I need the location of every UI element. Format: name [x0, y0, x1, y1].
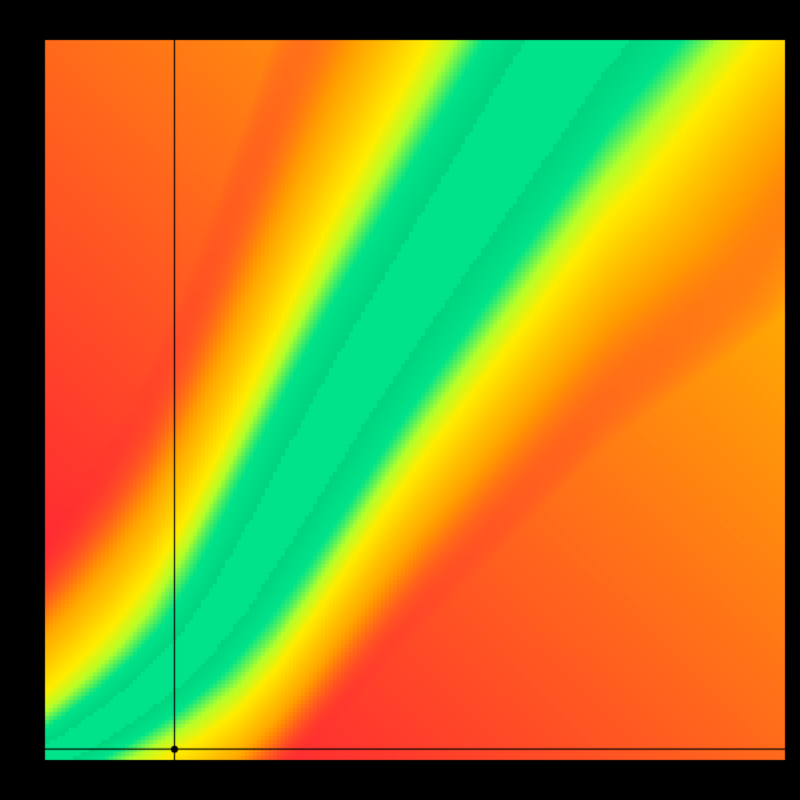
chart-container: TheBottleneck.com — [0, 0, 800, 800]
bottleneck-heatmap — [0, 0, 800, 800]
